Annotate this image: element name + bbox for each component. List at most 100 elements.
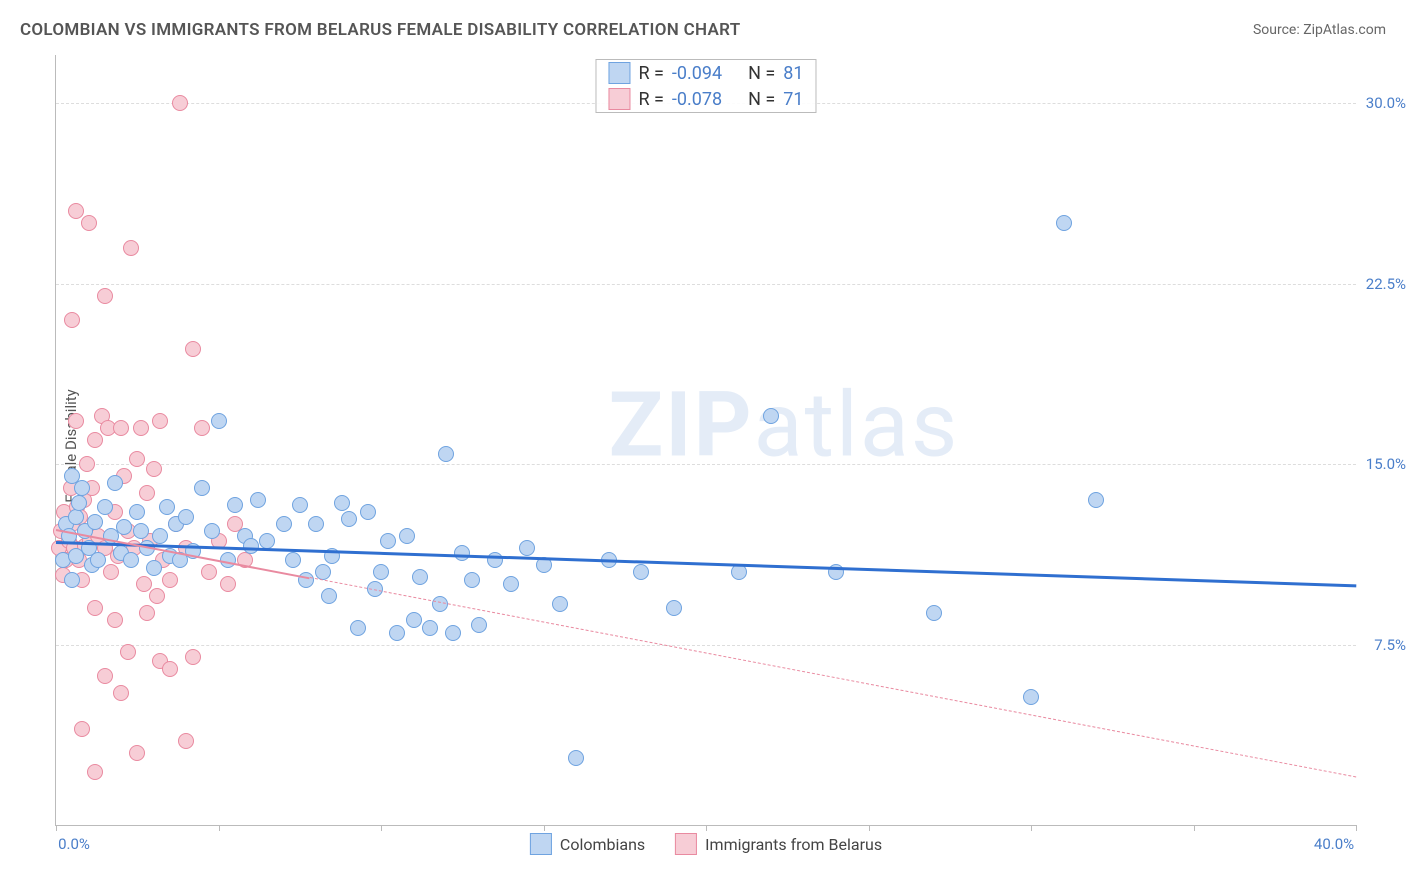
data-point: [64, 572, 80, 588]
data-point: [133, 420, 149, 436]
source-attribution: Source: ZipAtlas.com: [1253, 22, 1386, 38]
data-point: [1056, 215, 1072, 231]
data-point: [81, 215, 97, 231]
data-point: [97, 288, 113, 304]
data-point: [259, 533, 275, 549]
x-tick-mark: [1194, 825, 1195, 831]
data-point: [152, 528, 168, 544]
data-point: [298, 572, 314, 588]
x-tick-mark: [869, 825, 870, 831]
data-point: [107, 475, 123, 491]
data-point: [926, 605, 942, 621]
data-point: [129, 451, 145, 467]
data-point: [68, 203, 84, 219]
source-name: ZipAtlas.com: [1303, 22, 1386, 38]
legend-stats-box: R = -0.094 N = 81 R = -0.078 N = 71: [595, 59, 816, 113]
data-point: [250, 492, 266, 508]
legend-label: Colombians: [560, 835, 645, 854]
x-tick-mark: [544, 825, 545, 831]
stat-n-prefix: N =: [748, 89, 775, 110]
data-point: [71, 495, 87, 511]
data-point: [123, 240, 139, 256]
gridline: [56, 284, 1356, 285]
data-point: [162, 572, 178, 588]
data-point: [87, 600, 103, 616]
data-point: [68, 413, 84, 429]
x-tick-mark: [381, 825, 382, 831]
data-point: [64, 312, 80, 328]
data-point: [350, 620, 366, 636]
data-point: [68, 509, 84, 525]
data-point: [633, 564, 649, 580]
stat-r-value: -0.094: [672, 63, 722, 84]
data-point: [87, 432, 103, 448]
data-point: [380, 533, 396, 549]
data-point: [74, 721, 90, 737]
data-point: [149, 588, 165, 604]
data-point: [568, 750, 584, 766]
data-point: [220, 576, 236, 592]
stat-r-prefix: R =: [638, 89, 663, 110]
legend-swatch-icon: [608, 88, 630, 110]
data-point: [454, 545, 470, 561]
data-point: [129, 504, 145, 520]
data-point: [97, 668, 113, 684]
data-point: [97, 499, 113, 515]
y-tick-label: 30.0%: [1356, 94, 1406, 112]
data-point: [276, 516, 292, 532]
data-point: [360, 504, 376, 520]
data-point: [116, 519, 132, 535]
data-point: [321, 588, 337, 604]
data-point: [204, 523, 220, 539]
data-point: [113, 685, 129, 701]
legend-item: Immigrants from Belarus: [675, 833, 882, 855]
data-point: [129, 745, 145, 761]
data-point: [120, 644, 136, 660]
data-point: [552, 596, 568, 612]
data-point: [471, 617, 487, 633]
data-point: [341, 511, 357, 527]
data-point: [227, 497, 243, 513]
data-point: [519, 540, 535, 556]
data-point: [389, 625, 405, 641]
stat-n-value: 81: [783, 63, 803, 84]
data-point: [139, 605, 155, 621]
data-point: [103, 564, 119, 580]
legend-bottom: Colombians Immigrants from Belarus: [530, 833, 882, 855]
x-tick-mark: [219, 825, 220, 831]
data-point: [503, 576, 519, 592]
x-tick-mark: [56, 825, 57, 831]
watermark-text: ZIPatlas: [609, 372, 960, 477]
data-point: [146, 560, 162, 576]
data-point: [194, 480, 210, 496]
legend-stats-row: R = -0.094 N = 81: [596, 60, 815, 86]
gridline: [56, 645, 1356, 646]
data-point: [79, 456, 95, 472]
data-point: [422, 620, 438, 636]
data-point: [1088, 492, 1104, 508]
chart-plot-area: ZIPatlas R = -0.094 N = 81 R = -0.078 N …: [55, 55, 1356, 826]
watermark-bold: ZIP: [609, 372, 754, 477]
data-point: [445, 625, 461, 641]
data-point: [185, 649, 201, 665]
legend-stats-row: R = -0.078 N = 71: [596, 86, 815, 112]
data-point: [438, 446, 454, 462]
data-point: [146, 461, 162, 477]
legend-swatch-icon: [675, 833, 697, 855]
data-point: [133, 523, 149, 539]
data-point: [285, 552, 301, 568]
stat-r-value: -0.078: [672, 89, 722, 110]
data-point: [178, 509, 194, 525]
trend-line: [309, 577, 1356, 777]
data-point: [113, 420, 129, 436]
data-point: [90, 552, 106, 568]
data-point: [243, 538, 259, 554]
x-tick-label: 0.0%: [58, 835, 90, 853]
x-tick-mark: [1031, 825, 1032, 831]
data-point: [201, 564, 217, 580]
data-point: [123, 552, 139, 568]
data-point: [107, 612, 123, 628]
legend-swatch-icon: [608, 62, 630, 84]
data-point: [159, 499, 175, 515]
data-point: [666, 600, 682, 616]
